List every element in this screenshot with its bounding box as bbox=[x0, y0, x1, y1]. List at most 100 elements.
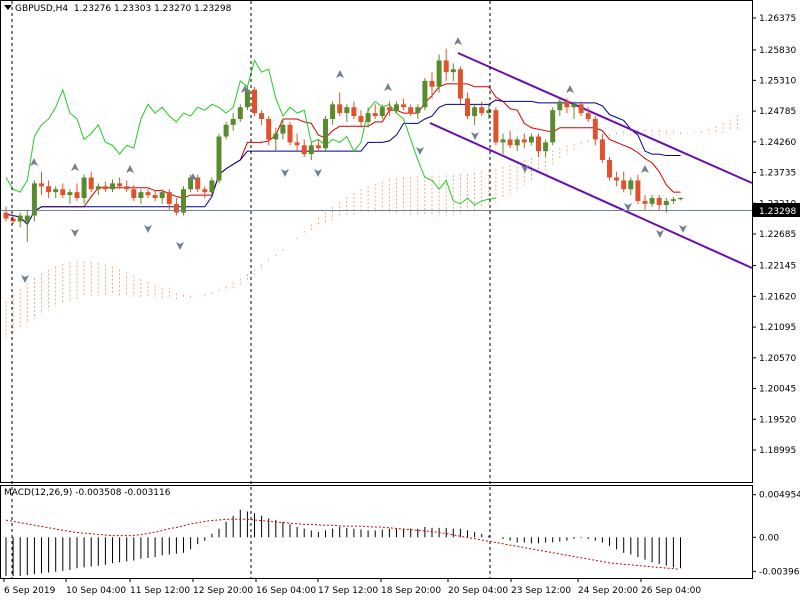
candle-body bbox=[152, 195, 158, 198]
candle-body bbox=[521, 139, 527, 143]
candle-body bbox=[642, 200, 648, 204]
candle-body bbox=[614, 177, 620, 181]
time-tick-label: 20 Sep 04:00 bbox=[448, 586, 508, 596]
fractal-down-icon bbox=[679, 225, 687, 233]
candle-body bbox=[372, 113, 378, 117]
candle-body bbox=[209, 180, 215, 193]
candle-body bbox=[31, 183, 37, 216]
time-tick-label: 24 Sep 20:00 bbox=[578, 586, 638, 596]
candle-body bbox=[259, 113, 265, 119]
price-tick-label: 1.19520 bbox=[759, 415, 796, 425]
fractal-up-icon bbox=[336, 70, 344, 78]
candle-body bbox=[67, 192, 73, 196]
candle-body bbox=[138, 192, 144, 198]
candle-body bbox=[365, 113, 371, 122]
fractal-up-icon bbox=[189, 173, 197, 181]
price-tick-label: 1.26375 bbox=[759, 14, 796, 24]
dropdown-triangle-icon[interactable] bbox=[4, 5, 12, 10]
fractal-down-icon bbox=[521, 165, 529, 173]
candle-body bbox=[394, 104, 399, 111]
candle-body bbox=[628, 180, 634, 190]
fractal-up-icon bbox=[30, 158, 38, 166]
candle-body bbox=[344, 107, 350, 114]
fractal-down-icon bbox=[416, 147, 424, 155]
candle-body bbox=[457, 69, 463, 99]
candle-body bbox=[564, 101, 570, 108]
candle-body bbox=[536, 136, 541, 152]
fractal-down-icon bbox=[314, 169, 322, 177]
time-tick-label: 10 Sep 04:00 bbox=[66, 586, 126, 596]
candle-body bbox=[301, 145, 307, 155]
candle-body bbox=[131, 189, 137, 198]
time-tick-label: 18 Sep 20:00 bbox=[381, 586, 441, 596]
fractal-up-icon bbox=[241, 85, 249, 93]
candle-body bbox=[173, 203, 179, 213]
candle-body bbox=[479, 107, 485, 114]
candle-body bbox=[528, 136, 534, 143]
channel-upper-line bbox=[457, 52, 753, 184]
indicator-lines bbox=[5, 59, 681, 226]
candle-body bbox=[351, 107, 357, 117]
candle-body bbox=[578, 104, 584, 114]
candle-body bbox=[514, 139, 520, 146]
time-tick-label: 26 Sep 04:00 bbox=[641, 586, 701, 596]
fractal-down-icon bbox=[656, 230, 664, 238]
candle-body bbox=[315, 145, 321, 149]
candle-body bbox=[507, 139, 513, 146]
macd-pane-frame bbox=[0, 485, 753, 579]
candle-body bbox=[415, 107, 421, 114]
fractal-up-icon bbox=[566, 85, 574, 93]
candle-body bbox=[337, 104, 343, 114]
candle-body bbox=[550, 110, 556, 143]
candle-body bbox=[95, 186, 101, 190]
price-tick-label: 1.22685 bbox=[759, 230, 796, 240]
candle-body bbox=[280, 124, 286, 134]
candle-body bbox=[181, 189, 186, 213]
price-tick-label: 1.18995 bbox=[759, 446, 796, 456]
candle-body bbox=[266, 118, 272, 140]
candle-body bbox=[493, 110, 499, 143]
time-tick-label: 12 Sep 20:00 bbox=[193, 586, 253, 596]
tenkan-line bbox=[5, 83, 681, 226]
time-tick-label: 11 Sep 12:00 bbox=[130, 586, 190, 596]
candle-body bbox=[188, 177, 194, 190]
fractal-up-icon bbox=[126, 165, 134, 173]
candle-body bbox=[237, 107, 243, 119]
macd-tick-label: -0.003963 bbox=[759, 567, 800, 577]
time-tick-label: 17 Sep 12:00 bbox=[318, 586, 378, 596]
candle-body bbox=[230, 118, 236, 125]
macd-values: -0.003508 -0.003116 bbox=[75, 488, 171, 498]
price-tick-label: 1.24785 bbox=[759, 107, 796, 117]
candle-body bbox=[323, 118, 328, 149]
price-tick-label: 1.22145 bbox=[759, 262, 796, 272]
candle-body bbox=[223, 124, 229, 137]
candle-body bbox=[472, 107, 478, 117]
candle-body bbox=[124, 186, 130, 190]
candle-body bbox=[17, 215, 23, 222]
price-tick-label: 1.21095 bbox=[759, 323, 796, 333]
candle-body bbox=[500, 139, 506, 143]
candle-body bbox=[88, 177, 94, 190]
candle-body bbox=[670, 199, 676, 201]
macd-label: MACD(12,26,9) bbox=[4, 488, 73, 498]
candle-body bbox=[39, 183, 44, 187]
ohlc-values: 1.23276 1.23303 1.23270 1.23298 bbox=[73, 4, 232, 14]
candle-body bbox=[443, 60, 449, 73]
macd-axis: 0.004954 0.00 -0.003963 bbox=[752, 491, 800, 577]
candle-body bbox=[663, 200, 669, 206]
svg-text:1.23298: 1.23298 bbox=[759, 207, 796, 217]
candle-body bbox=[422, 80, 428, 108]
price-tick-label: 1.24260 bbox=[759, 138, 796, 148]
macd-plot bbox=[5, 509, 681, 576]
candle-body bbox=[592, 118, 598, 140]
fractal-up-icon bbox=[384, 83, 392, 91]
candle-body bbox=[102, 186, 108, 190]
price-axis: 1.26375 1.25830 1.25310 1.24785 1.24260 1.237… bbox=[752, 14, 796, 456]
time-tick-label: 6 Sep 2019 bbox=[4, 586, 56, 596]
price-tick-label: 1.20570 bbox=[759, 354, 796, 364]
macd-tick-label: 0.00 bbox=[759, 533, 779, 543]
fractal-markers bbox=[21, 37, 687, 283]
candle-body bbox=[635, 180, 641, 201]
candle-body bbox=[252, 89, 257, 114]
candle-body bbox=[358, 116, 364, 122]
